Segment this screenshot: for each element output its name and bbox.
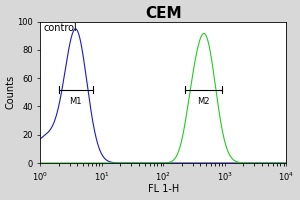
Text: M1: M1 bbox=[69, 97, 82, 106]
Text: control: control bbox=[44, 23, 77, 33]
Title: CEM: CEM bbox=[145, 6, 182, 21]
Y-axis label: Counts: Counts bbox=[6, 75, 16, 109]
X-axis label: FL 1-H: FL 1-H bbox=[148, 184, 179, 194]
Text: M2: M2 bbox=[197, 97, 210, 106]
